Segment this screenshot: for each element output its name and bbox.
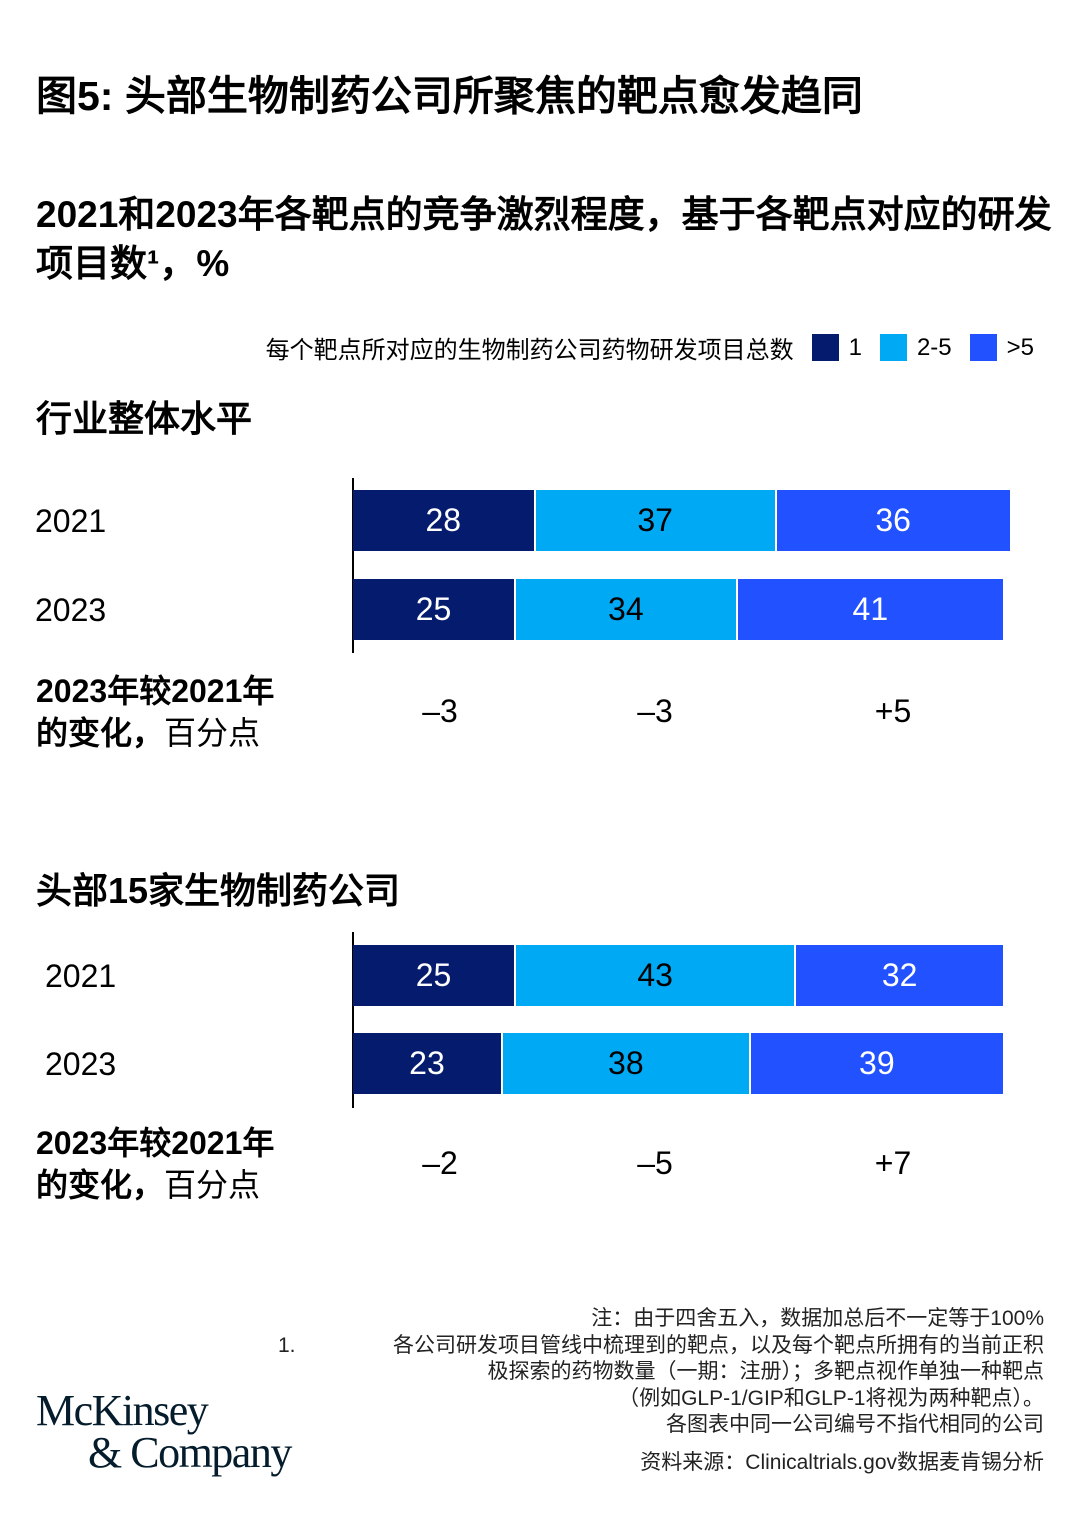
year-label: 2021 [35,503,107,539]
figure-title: 图5: 头部生物制药公司所聚焦的靶点愈发趋同 [36,73,863,119]
bar-segment-2023-1: 25 [353,579,516,640]
change-value: +7 [874,1145,912,1181]
bar-segment-2021-gt5: 36 [776,490,1012,551]
change-label-unit: 百分点 [164,715,261,751]
footnote-line: 极探索的药物数量（一期：注册）；多靶点视作单独一种靶点 [487,1360,1045,1383]
bar-value-label: 28 [425,502,462,538]
bar-value-label: 32 [881,957,918,993]
change-value: –5 [637,1145,673,1181]
bar-value-label: 39 [859,1045,895,1081]
legend: 每个靶点所对应的生物制药公司药物研发项目总数 1 2-5 >5 [266,330,1034,365]
mckinsey-logo: McKinsey & Company [36,1386,292,1477]
change-value: –3 [422,693,458,729]
legend-label-gt5: >5 [1006,333,1034,361]
bar-segment-2021-2-5: 43 [516,945,797,1006]
bar-value-label: 25 [415,591,452,627]
change-label-line: 2023年较2021年 [36,673,275,709]
legend-swatch-2-5 [879,334,907,361]
bar-segment-2021-1: 25 [353,945,516,1006]
logo-line: & Company [88,1428,292,1477]
bar-value-label: 43 [637,957,673,993]
section-title-industry: 行业整体水平 [36,398,253,439]
bar-value-label: 23 [409,1045,445,1081]
logo-line: McKinsey [36,1386,209,1435]
change-label-line: 的变化， [36,1167,165,1203]
change-label-line: 的变化， [36,715,165,751]
change-value: –3 [637,693,673,729]
legend-swatch-gt5 [969,334,997,361]
year-label: 2021 [45,958,117,994]
footnote-line: 各公司研发项目管线中梳理到的靶点，以及每个靶点所拥有的当前正积 [393,1333,1044,1357]
axis-line [352,932,354,1108]
chart-subtitle: 2021和2023年各靶点的竞争激烈程度，基于各靶点对应的研发项目数¹，% [36,194,1052,284]
bar-segment-2023-1: 23 [353,1033,503,1094]
year-label: 2023 [45,1046,117,1082]
bar-value-label: 37 [637,502,673,538]
bar-segment-2021-gt5: 32 [796,945,1005,1006]
legend-title: 每个靶点所对应的生物制药公司药物研发项目总数 [265,337,794,364]
bar-segment-2023-2-5: 38 [502,1033,751,1094]
legend-swatch-1 [811,334,839,361]
change-value: –2 [422,1145,458,1181]
year-label: 2023 [35,592,107,628]
change-label: 2023年较2021年 的变化，百分点 [36,670,274,754]
source-note: 资料来源：Clinicaltrials.gov数据麦肯锡分析 [640,1451,1044,1474]
change-value: +5 [874,693,912,729]
bar-segment-2023-gt5: 41 [737,579,1005,640]
bar-segment-2021-2-5: 37 [535,490,777,551]
change-label: 2023年较2021年 的变化，百分点 [36,1122,274,1206]
footnote-line: （例如GLP-1/GIP和GLP-1将视为两种靶点）。 [618,1386,1044,1410]
bar-segment-2023-2-5: 34 [516,579,738,640]
footnotes: 注：由于四舍五入，数据加总后不一定等于100% 1. 各公司研发项目管线中梳理到… [278,1306,1045,1439]
axis-line [352,478,354,653]
legend-label-2-5: 2-5 [916,333,952,361]
bar-value-label: 38 [608,1045,644,1081]
change-label-line: 2023年较2021年 [36,1125,275,1161]
change-label-unit: 百分点 [164,1167,261,1203]
rounding-note: 注：由于四舍五入，数据加总后不一定等于100% [591,1307,1044,1330]
bar-value-label: 36 [875,502,911,538]
bar-segment-2021-1: 28 [353,490,536,551]
bar-value-label: 41 [852,591,889,627]
legend-label-1: 1 [848,333,862,361]
footnote-number: 1. [278,1333,296,1357]
footnote-line: 各图表中同一公司编号不指代相同的公司 [666,1413,1044,1436]
bar-value-label: 34 [608,591,644,627]
section-title-top15: 头部15家生物制药公司 [36,870,401,911]
bar-segment-2023-gt5: 39 [750,1033,1005,1094]
bar-value-label: 25 [415,957,452,993]
